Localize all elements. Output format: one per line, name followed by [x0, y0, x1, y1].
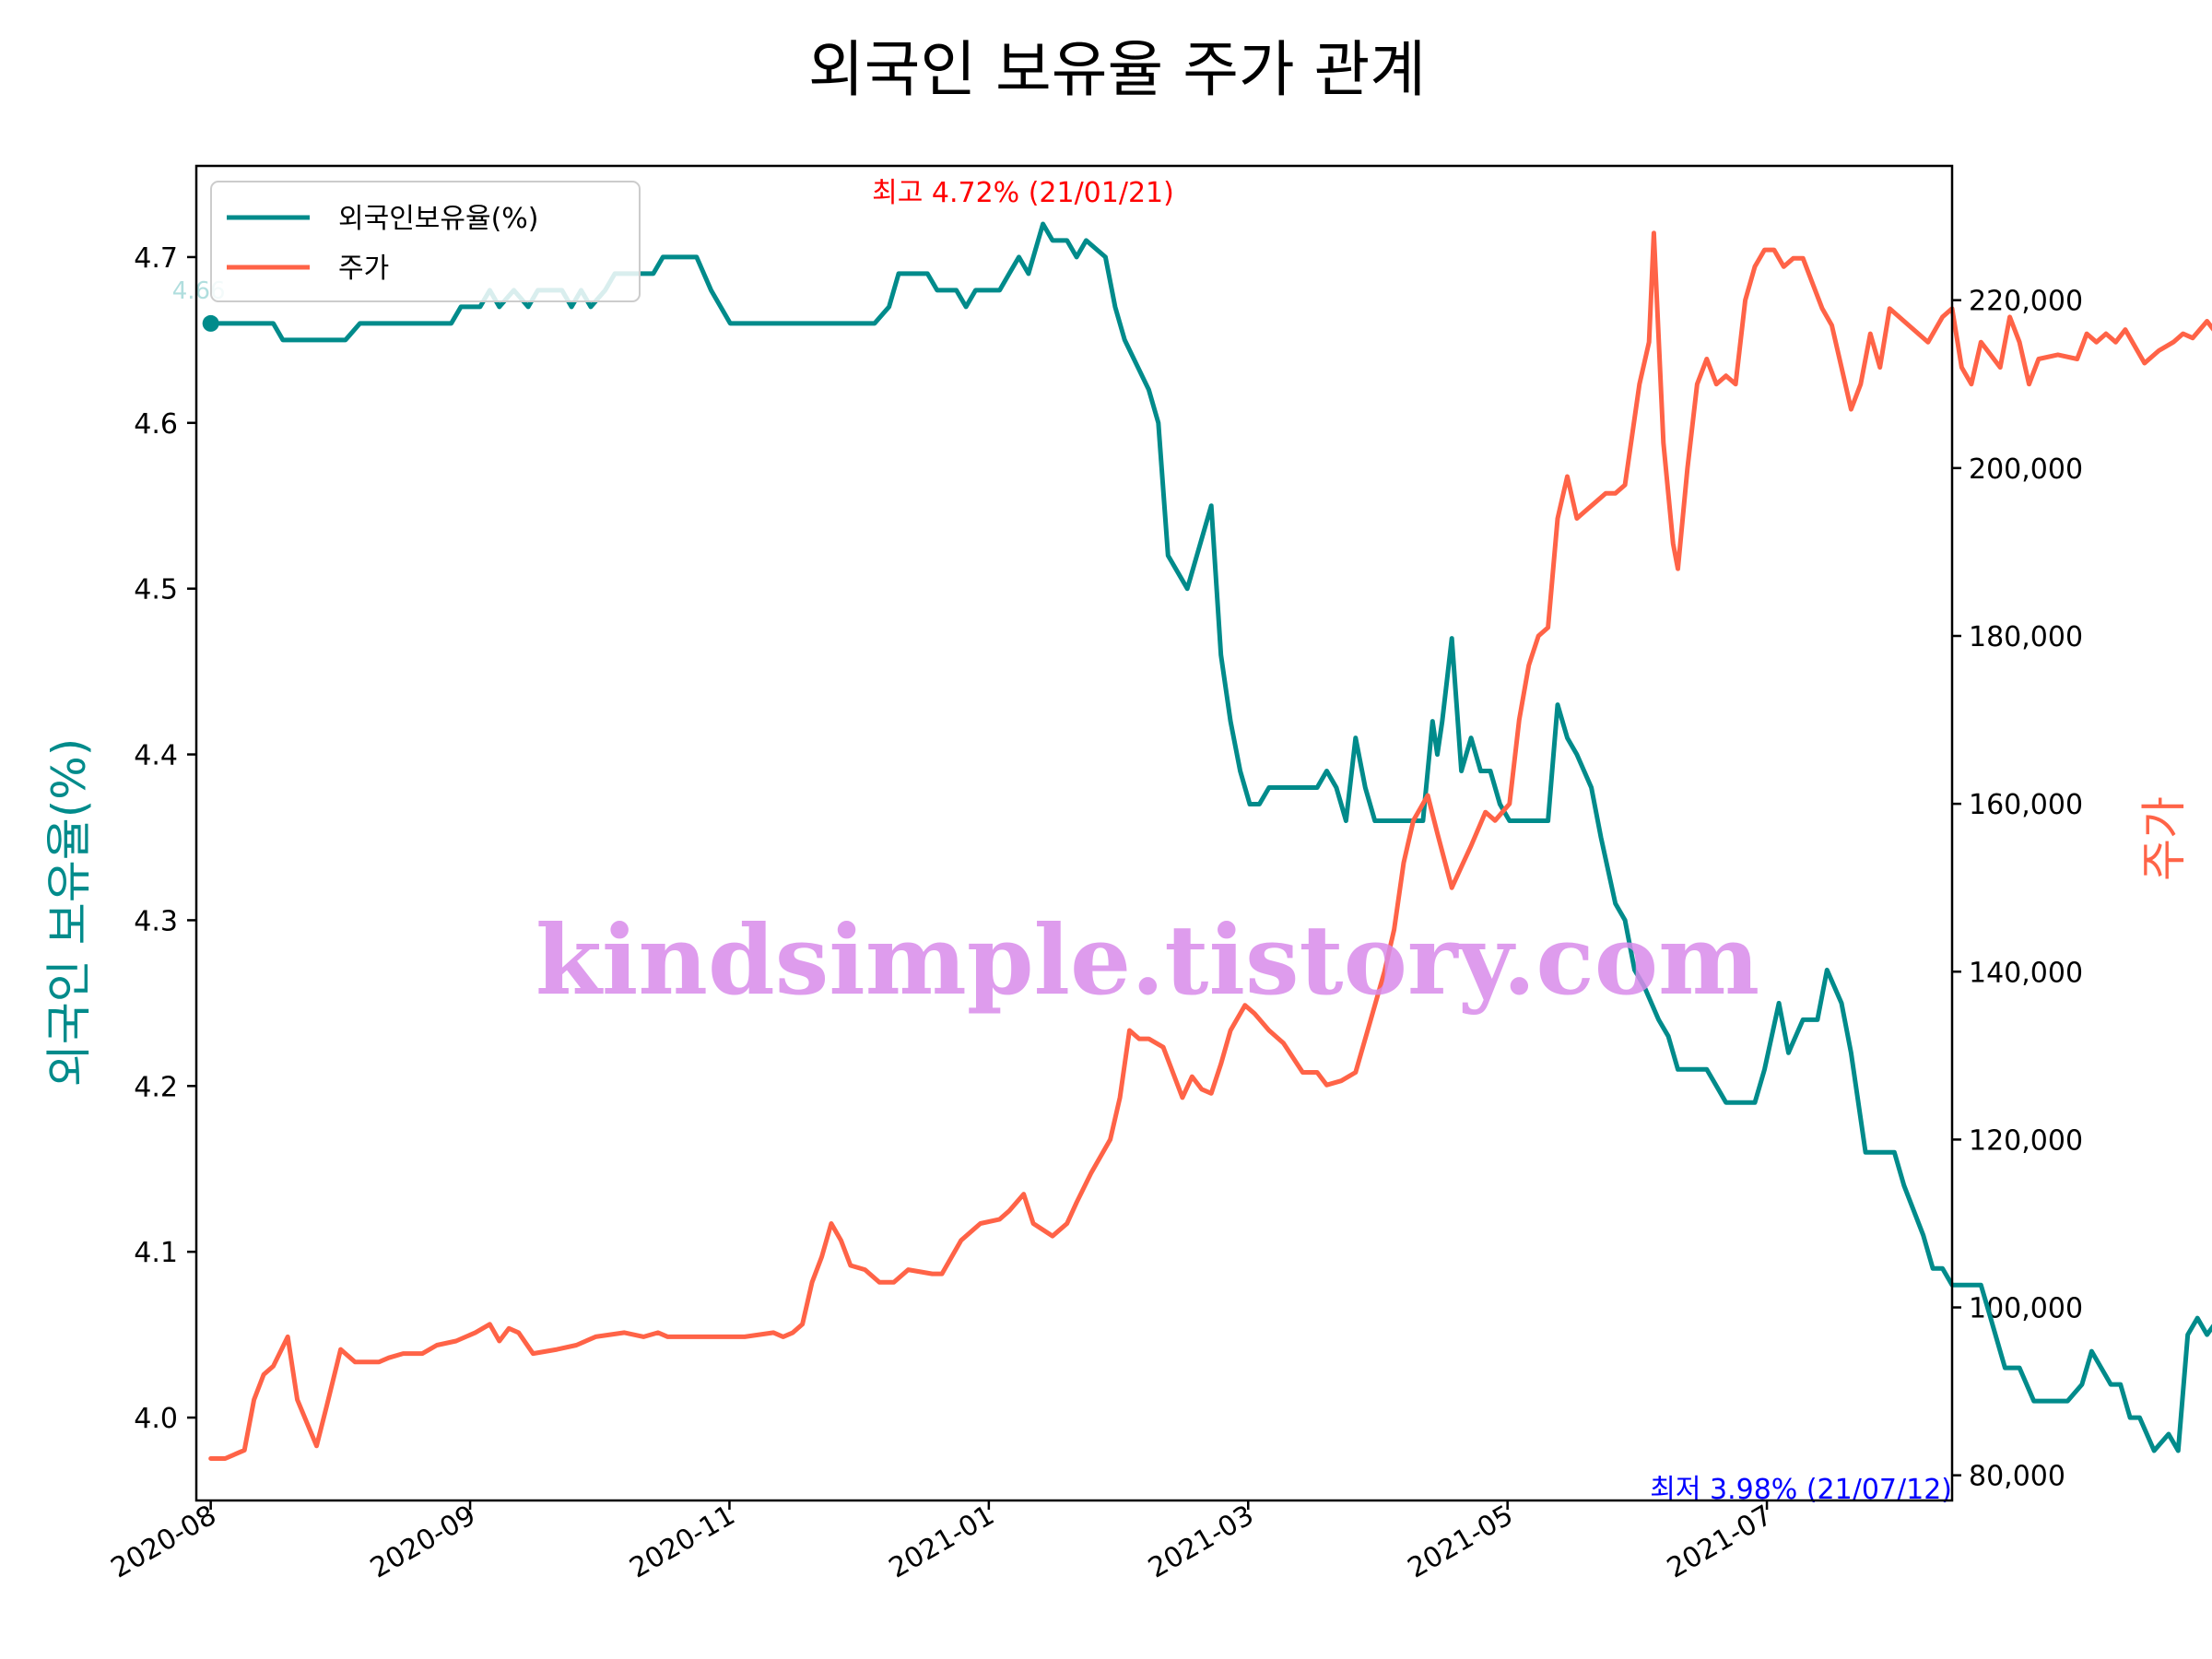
right-axis-label: 주가 [2137, 796, 2191, 881]
left-axis-label: 외국인 보유율(%) [42, 738, 96, 1087]
x-tick-label: 2021-05 [1403, 1500, 1519, 1585]
left-tick-label: 4.1 [134, 1237, 178, 1269]
markers-layer: 4.664.1 [172, 277, 226, 332]
max-annotation: 최고 4.72% (21/01/21) [872, 177, 1174, 209]
legend-label-ownership: 외국인보유율(%) [338, 203, 539, 235]
start-point [202, 314, 219, 332]
x-tick-label: 2020-08 [106, 1500, 222, 1585]
left-tick-label: 4.4 [134, 740, 178, 772]
left-tick-label: 4.7 [134, 242, 178, 275]
legend-label-price: 주가 [338, 253, 389, 285]
chart-title: 외국인 보유율 주가 관계 [808, 34, 1426, 105]
lines-layer [208, 221, 2212, 1461]
left-tick-label: 4.3 [134, 905, 178, 937]
right-tick-label: 140,000 [1969, 957, 2083, 989]
right-tick-label: 200,000 [1969, 453, 2083, 486]
x-tick-label: 2021-03 [1143, 1500, 1259, 1585]
left-tick-label: 4.6 [134, 408, 178, 441]
x-tick-label: 2020-11 [624, 1500, 740, 1585]
left-tick-label: 4.0 [134, 1403, 178, 1435]
right-tick-label: 160,000 [1969, 789, 2083, 821]
watermark-text: kindsimple.tistory.com [535, 903, 1759, 1017]
right-tick-label: 180,000 [1969, 621, 2083, 653]
left-tick-label: 4.5 [134, 574, 178, 606]
right-tick-label: 120,000 [1969, 1124, 2083, 1157]
legend: 외국인보유율(%) 주가 [210, 181, 641, 302]
ownership-line [208, 221, 2212, 1453]
x-tick-label: 2020-09 [365, 1500, 481, 1585]
x-tick-label: 2021-07 [1662, 1500, 1778, 1585]
legend-box [210, 181, 641, 302]
price-line [208, 230, 2212, 1461]
x-tick-label: 2021-01 [884, 1500, 1000, 1585]
left-tick-label: 4.2 [134, 1071, 178, 1103]
right-tick-label: 80,000 [1969, 1461, 2065, 1493]
plot-frame [194, 164, 1954, 1502]
right-tick-label: 220,000 [1969, 286, 2083, 318]
